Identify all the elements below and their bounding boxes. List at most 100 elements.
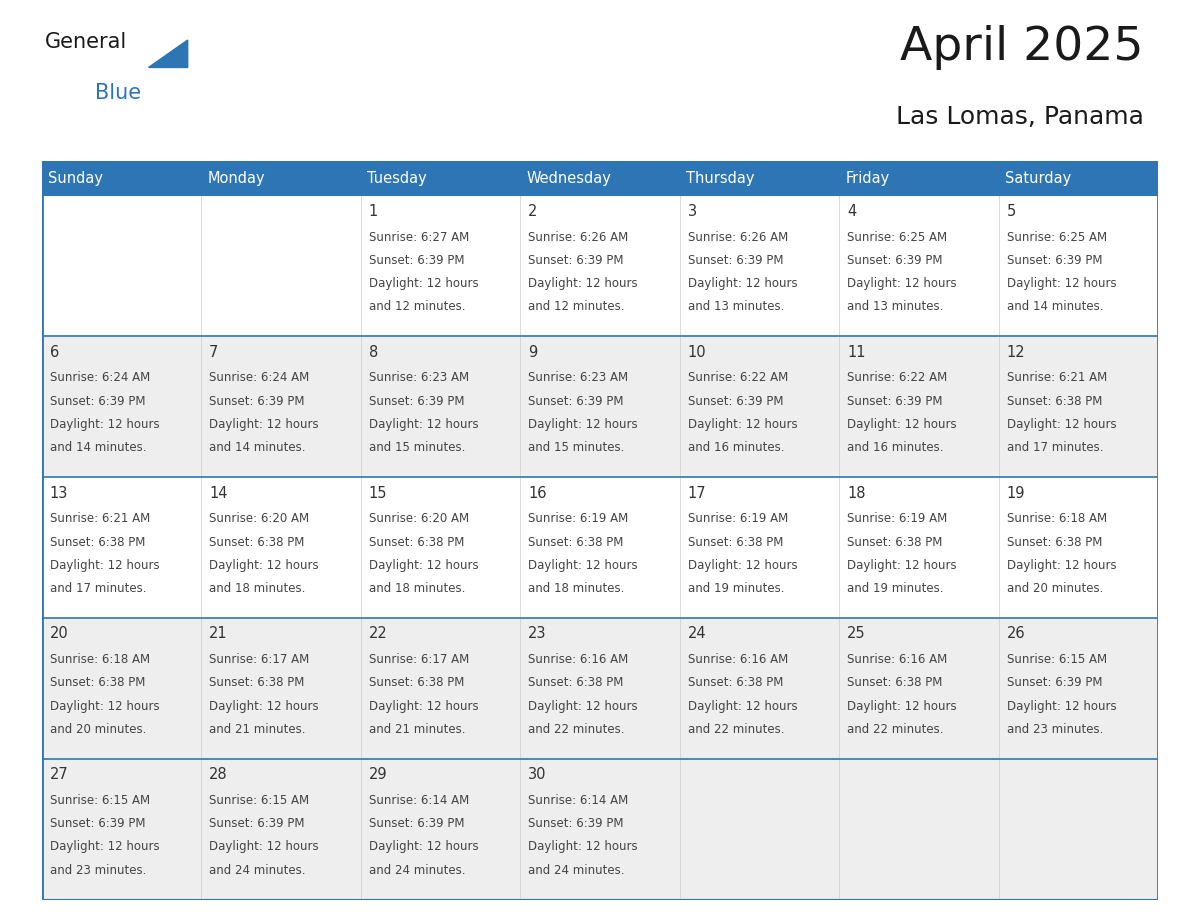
Text: Daylight: 12 hours: Daylight: 12 hours xyxy=(688,559,797,572)
Text: and 18 minutes.: and 18 minutes. xyxy=(209,582,305,595)
Text: Sunset: 6:39 PM: Sunset: 6:39 PM xyxy=(529,254,624,267)
Text: Daylight: 12 hours: Daylight: 12 hours xyxy=(847,559,956,572)
Text: Daylight: 12 hours: Daylight: 12 hours xyxy=(688,418,797,431)
Text: Daylight: 12 hours: Daylight: 12 hours xyxy=(50,841,159,854)
Text: and 16 minutes.: and 16 minutes. xyxy=(847,442,943,454)
Text: 9: 9 xyxy=(529,344,537,360)
Text: Thursday: Thursday xyxy=(687,171,754,185)
Text: Daylight: 12 hours: Daylight: 12 hours xyxy=(529,277,638,290)
Text: Sunday: Sunday xyxy=(48,171,103,185)
Text: Sunset: 6:38 PM: Sunset: 6:38 PM xyxy=(50,535,145,549)
Text: Daylight: 12 hours: Daylight: 12 hours xyxy=(529,700,638,712)
Text: and 14 minutes.: and 14 minutes. xyxy=(1006,300,1104,313)
FancyBboxPatch shape xyxy=(42,759,1158,900)
Text: Sunrise: 6:26 AM: Sunrise: 6:26 AM xyxy=(688,230,788,243)
Text: Daylight: 12 hours: Daylight: 12 hours xyxy=(1006,418,1117,431)
Text: Wednesday: Wednesday xyxy=(526,171,612,185)
Text: 16: 16 xyxy=(529,486,546,500)
FancyBboxPatch shape xyxy=(42,618,1158,759)
Text: Sunset: 6:38 PM: Sunset: 6:38 PM xyxy=(50,677,145,689)
Text: Sunrise: 6:22 AM: Sunrise: 6:22 AM xyxy=(847,372,948,385)
Text: 8: 8 xyxy=(368,344,378,360)
Text: Sunset: 6:39 PM: Sunset: 6:39 PM xyxy=(50,817,145,830)
FancyBboxPatch shape xyxy=(42,336,1158,477)
Text: Daylight: 12 hours: Daylight: 12 hours xyxy=(847,277,956,290)
Text: Sunset: 6:38 PM: Sunset: 6:38 PM xyxy=(1006,535,1102,549)
Text: and 21 minutes.: and 21 minutes. xyxy=(209,722,305,736)
Text: and 20 minutes.: and 20 minutes. xyxy=(1006,582,1104,595)
Text: Daylight: 12 hours: Daylight: 12 hours xyxy=(529,418,638,431)
Text: 24: 24 xyxy=(688,626,707,642)
Text: and 23 minutes.: and 23 minutes. xyxy=(1006,722,1104,736)
Text: Sunrise: 6:21 AM: Sunrise: 6:21 AM xyxy=(1006,372,1107,385)
Text: 5: 5 xyxy=(1006,204,1016,218)
Text: Sunrise: 6:27 AM: Sunrise: 6:27 AM xyxy=(368,230,469,243)
Text: 19: 19 xyxy=(1006,486,1025,500)
Text: Daylight: 12 hours: Daylight: 12 hours xyxy=(209,700,318,712)
Text: and 14 minutes.: and 14 minutes. xyxy=(50,442,146,454)
Text: Sunrise: 6:15 AM: Sunrise: 6:15 AM xyxy=(50,794,150,807)
Text: Sunrise: 6:20 AM: Sunrise: 6:20 AM xyxy=(209,512,309,525)
Text: and 24 minutes.: and 24 minutes. xyxy=(368,864,466,877)
Text: Daylight: 12 hours: Daylight: 12 hours xyxy=(688,700,797,712)
Text: and 20 minutes.: and 20 minutes. xyxy=(50,722,146,736)
Text: Sunrise: 6:21 AM: Sunrise: 6:21 AM xyxy=(50,512,150,525)
FancyBboxPatch shape xyxy=(42,477,1158,618)
Text: Sunset: 6:39 PM: Sunset: 6:39 PM xyxy=(529,395,624,408)
Text: 28: 28 xyxy=(209,767,228,782)
Text: Sunset: 6:39 PM: Sunset: 6:39 PM xyxy=(688,254,783,267)
Text: 22: 22 xyxy=(368,626,387,642)
Text: and 18 minutes.: and 18 minutes. xyxy=(368,582,465,595)
Text: Sunrise: 6:14 AM: Sunrise: 6:14 AM xyxy=(368,794,469,807)
Text: Tuesday: Tuesday xyxy=(367,171,426,185)
Text: Sunset: 6:39 PM: Sunset: 6:39 PM xyxy=(847,395,943,408)
Text: Sunset: 6:39 PM: Sunset: 6:39 PM xyxy=(368,395,465,408)
Text: Sunset: 6:39 PM: Sunset: 6:39 PM xyxy=(1006,254,1102,267)
Text: Blue: Blue xyxy=(95,83,141,103)
Text: Sunrise: 6:19 AM: Sunrise: 6:19 AM xyxy=(847,512,948,525)
Text: Sunset: 6:38 PM: Sunset: 6:38 PM xyxy=(368,535,465,549)
Text: Sunrise: 6:18 AM: Sunrise: 6:18 AM xyxy=(1006,512,1107,525)
Text: and 18 minutes.: and 18 minutes. xyxy=(529,582,625,595)
Text: Sunset: 6:38 PM: Sunset: 6:38 PM xyxy=(688,535,783,549)
Text: Daylight: 12 hours: Daylight: 12 hours xyxy=(368,418,479,431)
Text: 30: 30 xyxy=(529,767,546,782)
Text: 23: 23 xyxy=(529,626,546,642)
Text: and 24 minutes.: and 24 minutes. xyxy=(529,864,625,877)
Text: Sunrise: 6:23 AM: Sunrise: 6:23 AM xyxy=(529,372,628,385)
Text: Sunrise: 6:19 AM: Sunrise: 6:19 AM xyxy=(688,512,788,525)
FancyBboxPatch shape xyxy=(42,196,1158,336)
Text: Sunset: 6:38 PM: Sunset: 6:38 PM xyxy=(847,677,942,689)
Text: 21: 21 xyxy=(209,626,228,642)
Text: Sunset: 6:38 PM: Sunset: 6:38 PM xyxy=(529,535,624,549)
Text: and 22 minutes.: and 22 minutes. xyxy=(688,722,784,736)
Text: and 23 minutes.: and 23 minutes. xyxy=(50,864,146,877)
Text: Sunrise: 6:19 AM: Sunrise: 6:19 AM xyxy=(529,512,628,525)
Text: 2: 2 xyxy=(529,204,537,218)
Text: Daylight: 12 hours: Daylight: 12 hours xyxy=(50,700,159,712)
Text: 1: 1 xyxy=(368,204,378,218)
Text: Sunrise: 6:26 AM: Sunrise: 6:26 AM xyxy=(529,230,628,243)
Text: Daylight: 12 hours: Daylight: 12 hours xyxy=(50,418,159,431)
Text: Daylight: 12 hours: Daylight: 12 hours xyxy=(1006,700,1117,712)
Text: Sunset: 6:38 PM: Sunset: 6:38 PM xyxy=(209,677,304,689)
Text: Daylight: 12 hours: Daylight: 12 hours xyxy=(50,559,159,572)
Text: and 17 minutes.: and 17 minutes. xyxy=(50,582,146,595)
Text: 10: 10 xyxy=(688,344,707,360)
Text: Sunrise: 6:16 AM: Sunrise: 6:16 AM xyxy=(847,653,948,666)
Text: Daylight: 12 hours: Daylight: 12 hours xyxy=(1006,277,1117,290)
Text: Sunrise: 6:16 AM: Sunrise: 6:16 AM xyxy=(688,653,788,666)
Text: Sunrise: 6:17 AM: Sunrise: 6:17 AM xyxy=(368,653,469,666)
Text: Sunset: 6:39 PM: Sunset: 6:39 PM xyxy=(529,817,624,830)
Text: Friday: Friday xyxy=(846,171,890,185)
Text: Daylight: 12 hours: Daylight: 12 hours xyxy=(1006,559,1117,572)
Text: 29: 29 xyxy=(368,767,387,782)
Text: April 2025: April 2025 xyxy=(901,25,1144,71)
Text: and 13 minutes.: and 13 minutes. xyxy=(688,300,784,313)
Text: and 12 minutes.: and 12 minutes. xyxy=(529,300,625,313)
Text: and 24 minutes.: and 24 minutes. xyxy=(209,864,305,877)
Text: 3: 3 xyxy=(688,204,697,218)
Text: Sunset: 6:38 PM: Sunset: 6:38 PM xyxy=(847,535,942,549)
Text: Daylight: 12 hours: Daylight: 12 hours xyxy=(209,841,318,854)
Text: Sunrise: 6:14 AM: Sunrise: 6:14 AM xyxy=(529,794,628,807)
